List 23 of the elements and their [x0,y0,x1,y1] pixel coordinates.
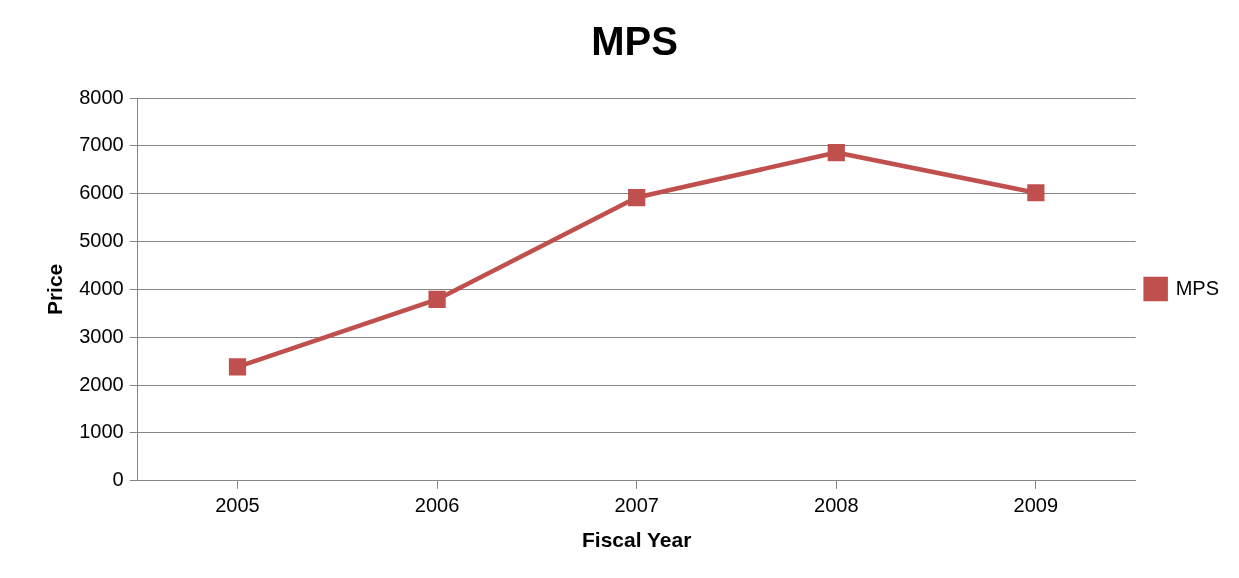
y-tick-label: 3000 [79,324,124,347]
point [228,358,247,376]
x-tick-label: 2007 [614,494,659,517]
point [628,188,646,207]
y-tick-label: 2000 [79,372,124,395]
y-tick-label: 7000 [79,133,124,156]
x-tick-label: 2009 [1013,494,1059,517]
legend-label: MPS [1175,276,1219,299]
chart-title: MPS [591,19,678,64]
point [827,143,845,162]
x-tick-label: 2005 [215,494,260,517]
y-tick-label: 0 [112,468,124,491]
point [428,290,446,309]
x-tick-label: 2008 [814,494,859,517]
y-tick-label: 1000 [79,420,124,443]
x-axis-title: Fiscal Year [581,528,692,552]
y-tick-label: 8000 [79,85,124,108]
x-tick-label: 2006 [414,494,460,517]
y-tick-label: 6000 [79,181,124,204]
y-tick-label: 4000 [79,276,124,299]
point [1027,184,1045,202]
y-tick-label: 5000 [79,229,124,252]
y-axis-title: Price [43,263,67,316]
